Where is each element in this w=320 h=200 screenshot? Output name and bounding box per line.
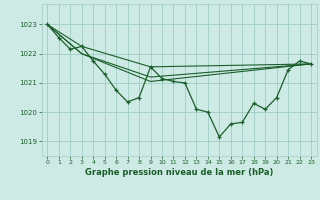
- X-axis label: Graphe pression niveau de la mer (hPa): Graphe pression niveau de la mer (hPa): [85, 168, 273, 177]
